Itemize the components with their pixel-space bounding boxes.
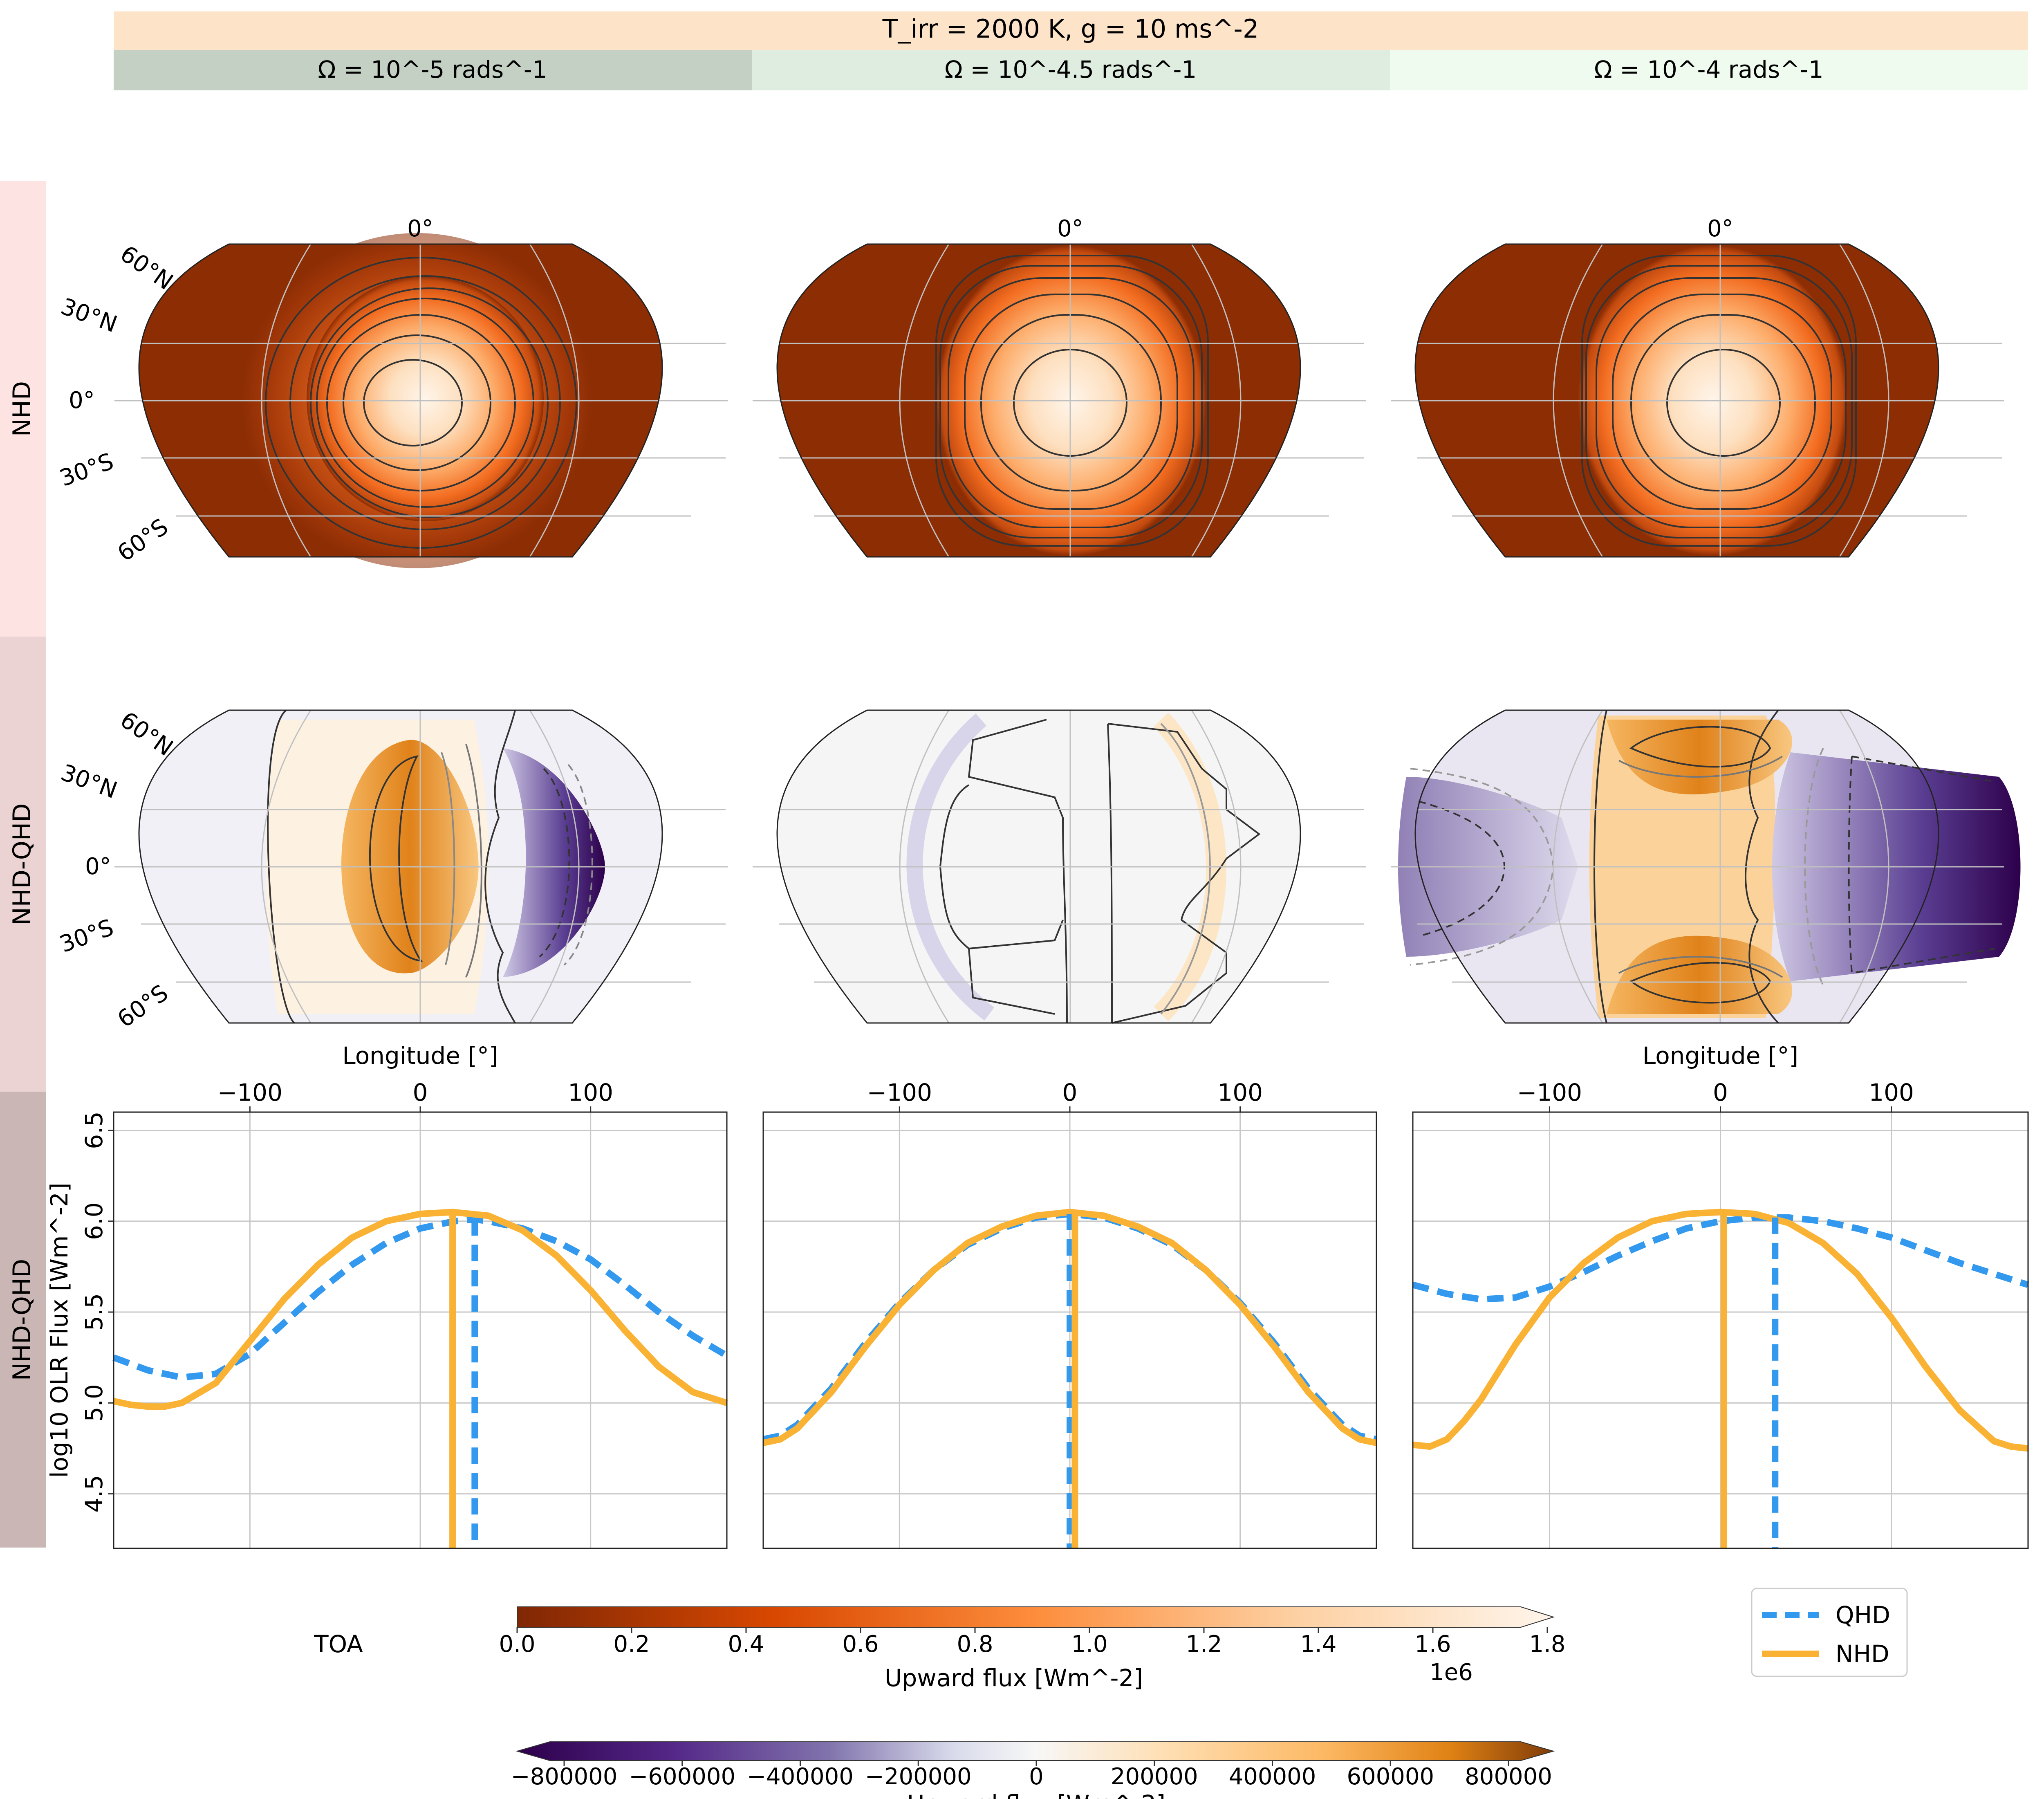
series-line-qhd bbox=[1412, 1214, 2029, 1303]
map-diff-2 bbox=[753, 709, 1366, 1024]
lat-60n-2: 60°N bbox=[115, 707, 178, 761]
chart-panel-3: −100 0 100 Longitude [°] bbox=[1412, 1042, 2029, 1549]
flux-cbar-tick-label: 1.4 bbox=[1300, 1631, 1336, 1658]
legend: QHD NHD bbox=[1751, 1588, 1908, 1677]
x-tick-label: 100 bbox=[568, 1079, 613, 1106]
header-col3-label: Ω = 10^-4 rads^-1 bbox=[1594, 56, 1823, 83]
map-diff-1 bbox=[114, 709, 728, 1024]
x-tick-label: −100 bbox=[217, 1079, 282, 1106]
diff-cbar-tick-label: −200000 bbox=[865, 1763, 972, 1790]
flux-cbar-tick-label: 0.0 bbox=[499, 1631, 535, 1658]
row2-strip bbox=[0, 637, 46, 1092]
diff-cbar-tick-label: 400000 bbox=[1229, 1763, 1316, 1790]
map-nhd-3 bbox=[1391, 243, 2004, 558]
row-labels: NHD NHD-QHD NHD-QHD bbox=[0, 181, 46, 1548]
flux-cbar-tick-label: 1.6 bbox=[1414, 1631, 1451, 1658]
lat-0: 0° bbox=[69, 387, 95, 414]
row1-strip bbox=[0, 181, 46, 637]
line-charts: −100 0 100 4.5 5.0 5.5 6.0 6.5 log10 OLR Flux [W… bbox=[45, 1042, 2029, 1549]
x-axis-label: Longitude [°] bbox=[342, 1042, 498, 1070]
row3-label: NHD-QHD bbox=[8, 1259, 36, 1381]
x-tick-label: 0 bbox=[413, 1079, 428, 1106]
flux-cbar-tick-label: 0.4 bbox=[728, 1631, 764, 1658]
diff-cbar-tick-label: −800000 bbox=[511, 1763, 618, 1790]
flux-cbar-tick-label: 0.2 bbox=[613, 1631, 650, 1658]
series-line-nhd bbox=[113, 1209, 728, 1410]
toa-label: TOA bbox=[314, 1630, 363, 1658]
x-tick-label: 0 bbox=[1062, 1079, 1078, 1106]
x-tick-label: −100 bbox=[1517, 1079, 1582, 1106]
y-tick-label: 6.5 bbox=[80, 1111, 108, 1149]
diff-colorbar-label: Upward flux [Wm^-2] bbox=[907, 1790, 1165, 1799]
y-tick-label: 5.0 bbox=[80, 1384, 108, 1422]
flux-cbar-tick-label: 0.6 bbox=[842, 1631, 879, 1658]
flux-colorbar-label: Upward flux [Wm^-2] bbox=[885, 1664, 1143, 1692]
chart-frame bbox=[762, 1111, 1377, 1549]
flux-cbar-tick-label: 1.8 bbox=[1529, 1631, 1565, 1658]
diff-cbar-tick-label: 800000 bbox=[1465, 1763, 1552, 1790]
header-col2-label: Ω = 10^-4.5 rads^-1 bbox=[945, 56, 1197, 83]
series-line-qhd bbox=[112, 1216, 729, 1381]
lat-60s-2: 60°S bbox=[113, 980, 173, 1033]
diff-cbar-tick-label: 600000 bbox=[1347, 1763, 1434, 1790]
chart-frame bbox=[113, 1111, 728, 1549]
diff-cbar-tick-label: −400000 bbox=[747, 1763, 854, 1790]
y-tick-label: 4.5 bbox=[80, 1475, 108, 1513]
lat-30s: 30°S bbox=[56, 448, 117, 492]
chart-panel-2: −100 0 100 bbox=[762, 1079, 1377, 1549]
header-title-band bbox=[114, 11, 2028, 50]
chart-panel-1: −100 0 100 4.5 5.0 5.5 6.0 6.5 log10 OLR Flux [W… bbox=[45, 1042, 729, 1549]
map-nhd-1 bbox=[114, 233, 728, 568]
header: T_irr = 2000 K, g = 10 ms^-2 Ω = 10^-5 r… bbox=[114, 11, 2028, 90]
diff-cbar-tick-label: −600000 bbox=[629, 1763, 735, 1790]
lat-60s: 60°S bbox=[113, 514, 173, 567]
x-tick-label: 0 bbox=[1713, 1079, 1728, 1106]
colorbars: TOA 0.0 0.2 0.4 0.6 0.8 1.0 1.2 1.4 1.6 1.8 1e6 U… bbox=[314, 1606, 1566, 1799]
flux-colorbar: 0.0 0.2 0.4 0.6 0.8 1.0 1.2 1.4 1.6 1.8 1e6 Upwar… bbox=[499, 1606, 1566, 1692]
row2-label: NHD-QHD bbox=[8, 803, 36, 926]
map1-lon-label: 0° bbox=[407, 215, 433, 242]
header-col1-band bbox=[114, 50, 752, 90]
lat-30s-2: 30°S bbox=[56, 914, 117, 958]
x-axis-label: Longitude [°] bbox=[1643, 1042, 1798, 1070]
series-line-nhd bbox=[1412, 1209, 2028, 1452]
y-tick-label: 5.5 bbox=[80, 1293, 108, 1331]
legend-nhd-label: NHD bbox=[1836, 1640, 1889, 1668]
row3-strip bbox=[0, 1092, 46, 1548]
flux-cbar-tick-label: 1.2 bbox=[1186, 1631, 1222, 1658]
flux-cbar-tick-label: 1.0 bbox=[1071, 1631, 1107, 1658]
lat-0-2: 0° bbox=[85, 853, 111, 880]
diff-cbar-tick-label: 0 bbox=[1029, 1763, 1044, 1790]
series-line-nhd bbox=[762, 1209, 1377, 1446]
map2-lon-label: 0° bbox=[1057, 215, 1083, 242]
header-title: T_irr = 2000 K, g = 10 ms^-2 bbox=[882, 14, 1259, 44]
y-axis-label: log10 OLR Flux [Wm^-2] bbox=[45, 1183, 73, 1478]
y-tick-label: 6.0 bbox=[80, 1202, 108, 1240]
lat-30n-2: 30°N bbox=[57, 759, 121, 804]
diff-cbar-tick-label: 200000 bbox=[1111, 1763, 1198, 1790]
x-tick-label: −100 bbox=[867, 1079, 932, 1106]
chart-frame bbox=[1412, 1111, 2029, 1549]
x-tick-label: 100 bbox=[1869, 1079, 1914, 1106]
flux-colorbar-offset: 1e6 bbox=[1430, 1659, 1473, 1686]
map-diff-3 bbox=[1391, 709, 2021, 1024]
x-tick-label: 100 bbox=[1217, 1079, 1263, 1106]
header-col2-band bbox=[752, 50, 1390, 90]
map-nhd-2 bbox=[753, 243, 1366, 558]
legend-qhd-label: QHD bbox=[1836, 1601, 1890, 1629]
lat-30n: 30°N bbox=[57, 293, 121, 338]
map3-lon-label: 0° bbox=[1707, 215, 1733, 242]
lat-60n: 60°N bbox=[115, 240, 178, 295]
row1-label: NHD bbox=[8, 381, 36, 437]
flux-cbar-tick-label: 0.8 bbox=[957, 1631, 993, 1658]
header-col3-band bbox=[1390, 50, 2028, 90]
diff-colorbar: −800000 −600000 −400000 −200000 0 200000 40000… bbox=[511, 1741, 1555, 1799]
header-col1-label: Ω = 10^-5 rads^-1 bbox=[318, 56, 547, 83]
